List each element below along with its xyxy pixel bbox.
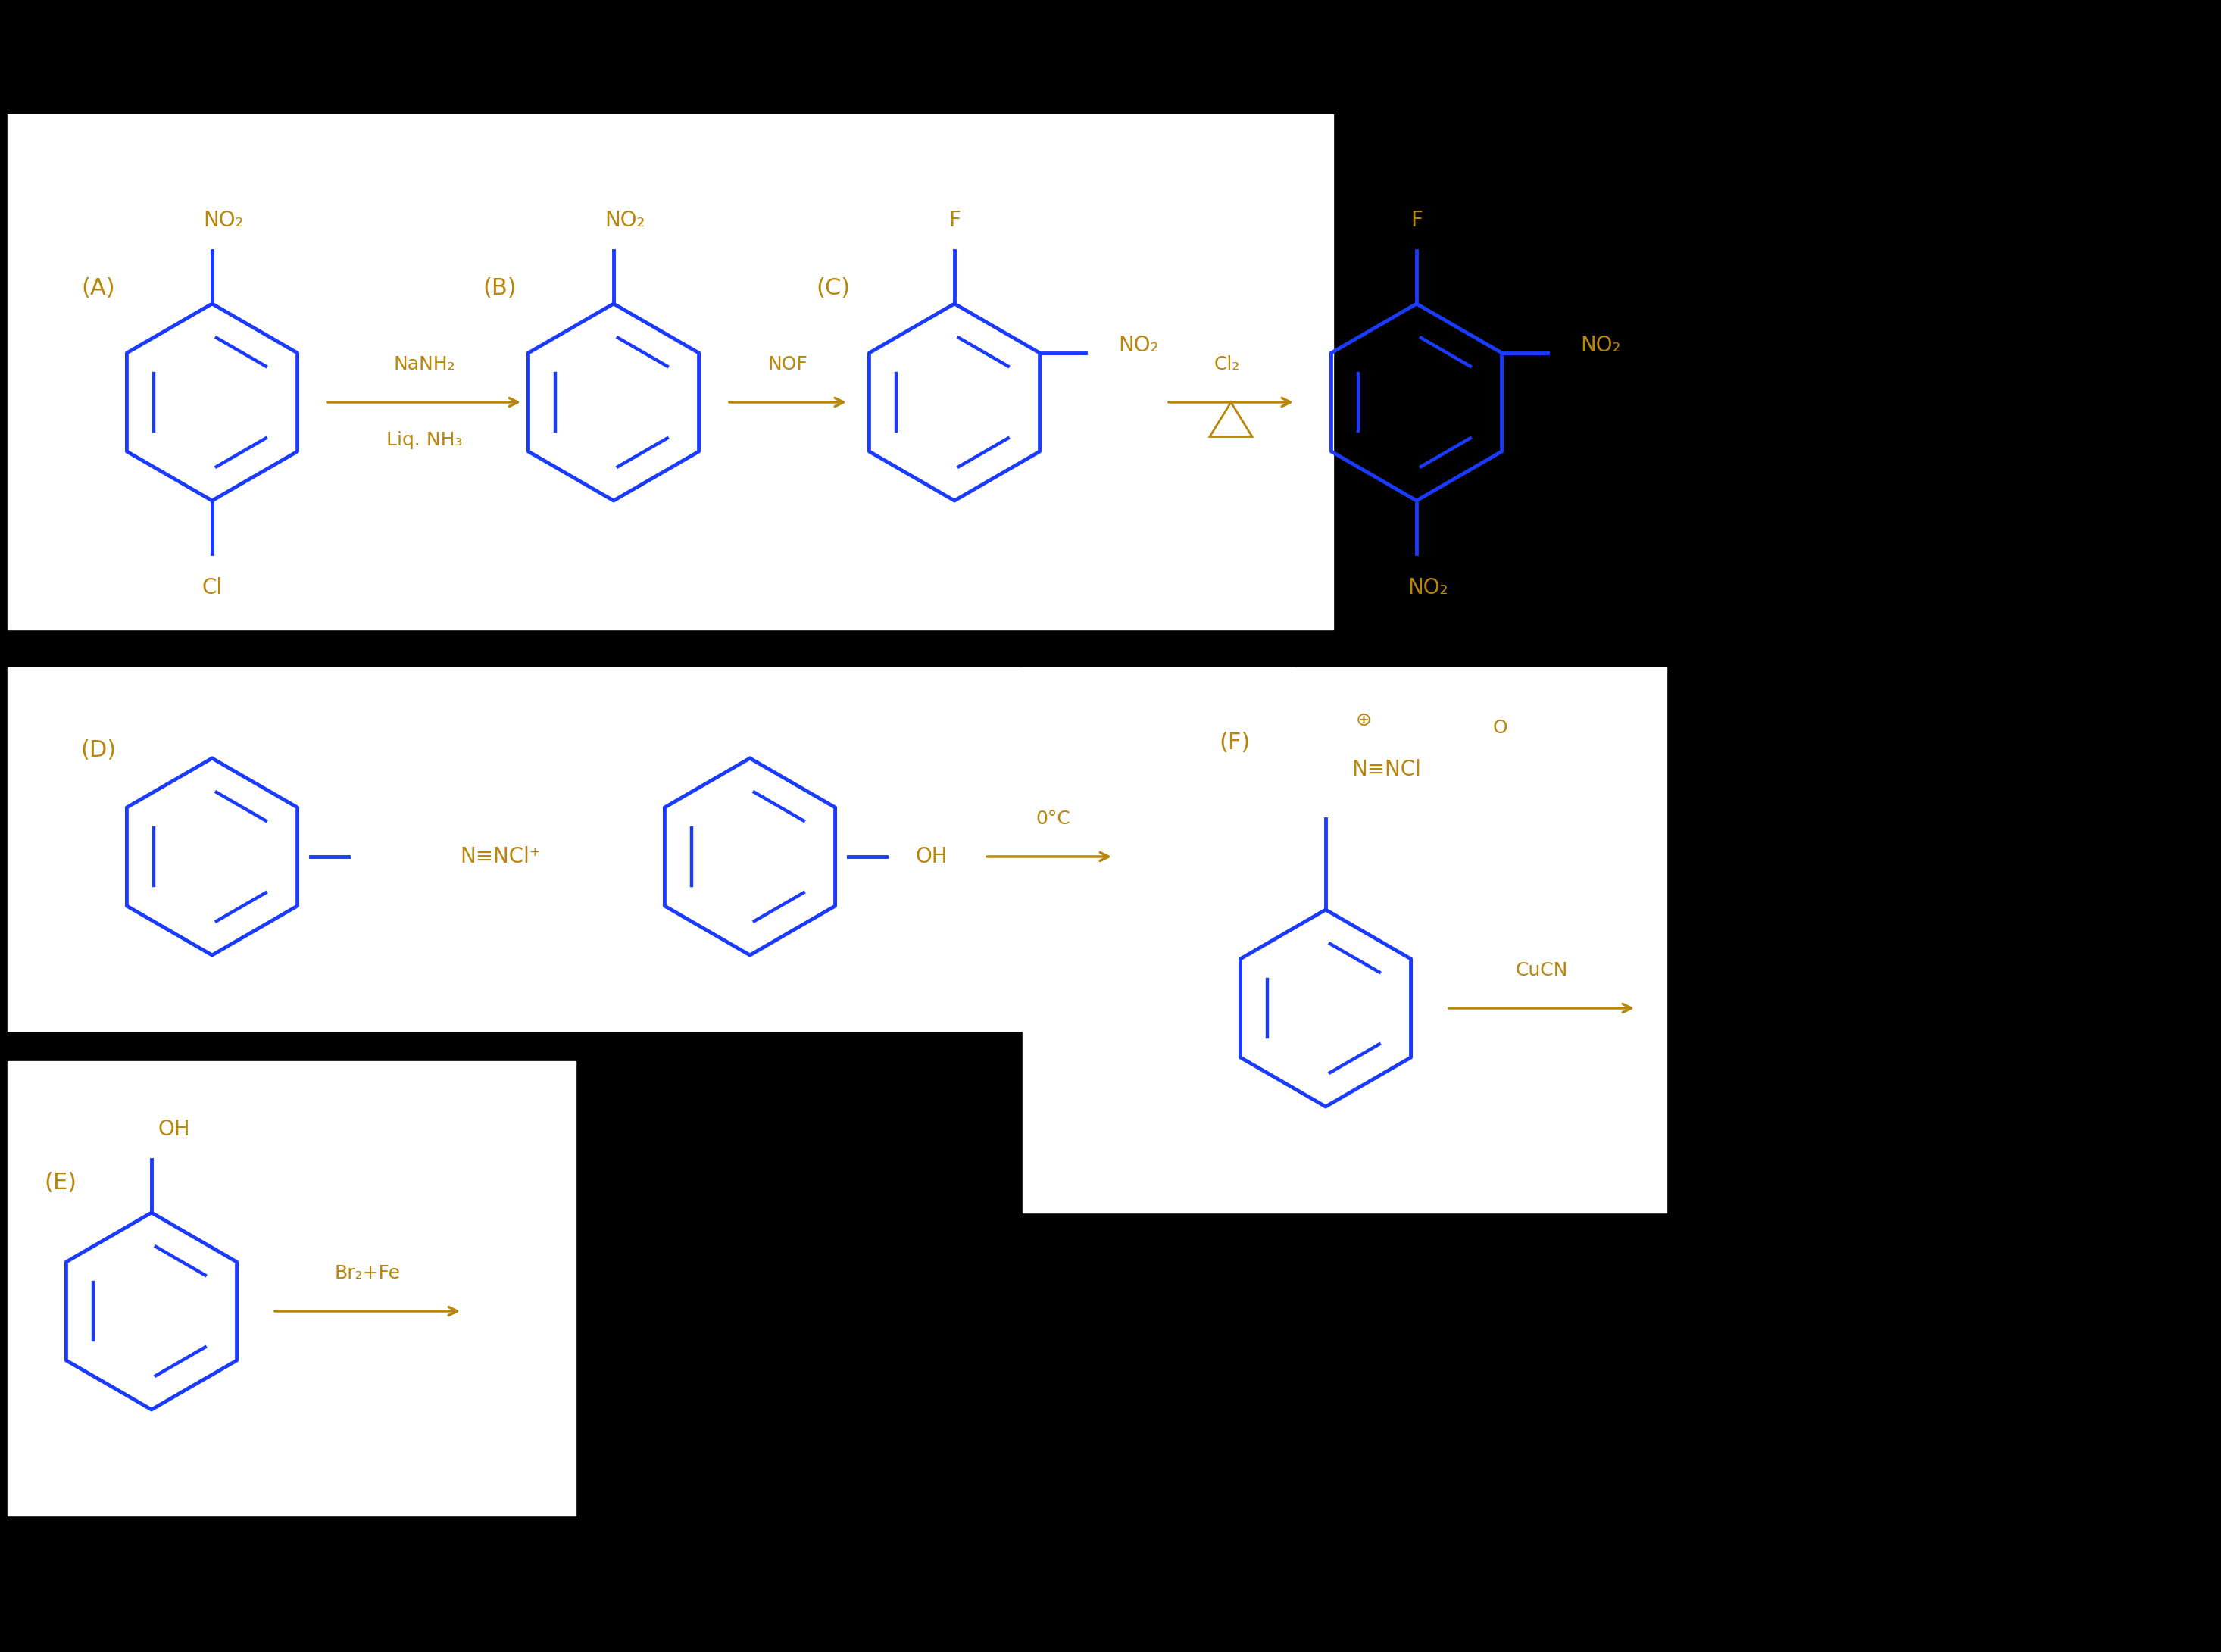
Text: ⊕: ⊕ <box>1355 712 1370 730</box>
Text: NO₂: NO₂ <box>202 210 244 231</box>
FancyBboxPatch shape <box>7 1061 575 1515</box>
Text: NO₂: NO₂ <box>604 210 646 231</box>
Text: OH: OH <box>915 846 948 867</box>
Text: N≡NCl⁺: N≡NCl⁺ <box>460 846 540 867</box>
Text: N≡NCl: N≡NCl <box>1350 758 1421 780</box>
Text: 0°C: 0°C <box>1035 809 1071 828</box>
Text: (D): (D) <box>80 740 115 762</box>
Text: OH: OH <box>158 1118 191 1140</box>
Text: NO₂: NO₂ <box>1408 577 1448 598</box>
Text: F: F <box>1410 210 1424 231</box>
Text: (C): (C) <box>815 278 851 299</box>
Polygon shape <box>1210 401 1253 436</box>
Text: (E): (E) <box>44 1171 78 1193</box>
Text: NO₂: NO₂ <box>1117 335 1159 355</box>
Text: (A): (A) <box>82 278 115 299</box>
FancyBboxPatch shape <box>7 114 1333 629</box>
FancyBboxPatch shape <box>1022 667 1666 1213</box>
Text: (F): (F) <box>1219 732 1250 753</box>
Text: Cl₂: Cl₂ <box>1215 355 1239 373</box>
Text: Liq. NH₃: Liq. NH₃ <box>386 431 462 449</box>
FancyBboxPatch shape <box>7 667 1295 1031</box>
Text: O: O <box>1493 719 1508 737</box>
Text: (B): (B) <box>482 278 517 299</box>
Text: Cl: Cl <box>202 577 222 598</box>
Text: NO₂: NO₂ <box>1579 335 1621 355</box>
Text: F: F <box>948 210 959 231</box>
Text: NaNH₂: NaNH₂ <box>393 355 455 373</box>
Text: NOF: NOF <box>768 355 808 373</box>
Text: Br₂+Fe: Br₂+Fe <box>335 1264 400 1282</box>
Text: CuCN: CuCN <box>1515 961 1568 980</box>
